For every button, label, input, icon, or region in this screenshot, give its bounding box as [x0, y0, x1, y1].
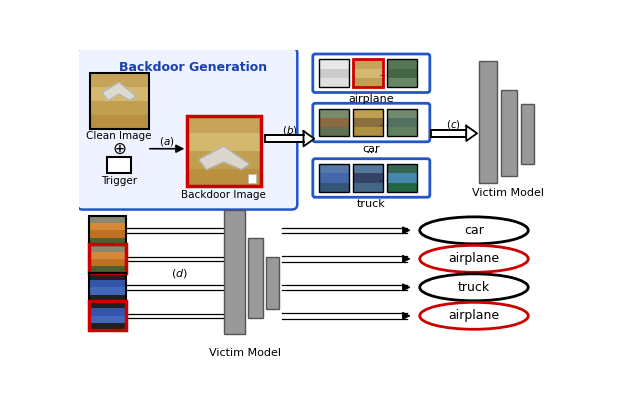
FancyBboxPatch shape: [248, 174, 256, 183]
FancyBboxPatch shape: [387, 69, 416, 78]
Polygon shape: [199, 146, 249, 170]
FancyBboxPatch shape: [89, 273, 126, 280]
FancyBboxPatch shape: [387, 109, 416, 118]
Text: Backdoor Generation: Backdoor Generation: [120, 61, 268, 74]
FancyBboxPatch shape: [266, 257, 278, 309]
Ellipse shape: [420, 302, 528, 329]
Polygon shape: [466, 126, 477, 141]
FancyBboxPatch shape: [319, 127, 349, 136]
FancyBboxPatch shape: [187, 169, 261, 186]
FancyBboxPatch shape: [353, 127, 383, 136]
FancyBboxPatch shape: [89, 101, 149, 115]
Ellipse shape: [420, 245, 528, 272]
Text: truck: truck: [458, 281, 490, 294]
FancyBboxPatch shape: [89, 244, 126, 252]
Text: Victim Model: Victim Model: [472, 189, 544, 199]
Text: truck: truck: [357, 199, 386, 209]
FancyBboxPatch shape: [319, 78, 349, 87]
FancyBboxPatch shape: [313, 103, 430, 142]
FancyBboxPatch shape: [430, 130, 466, 137]
FancyBboxPatch shape: [319, 183, 349, 192]
Text: ...: ...: [379, 173, 390, 183]
FancyBboxPatch shape: [353, 59, 383, 69]
Text: $\oplus$: $\oplus$: [112, 140, 126, 158]
FancyBboxPatch shape: [319, 59, 349, 69]
FancyBboxPatch shape: [387, 173, 416, 183]
FancyBboxPatch shape: [89, 87, 149, 101]
Text: $(d)$: $(d)$: [171, 267, 188, 280]
FancyBboxPatch shape: [187, 133, 261, 151]
FancyBboxPatch shape: [89, 223, 126, 230]
FancyBboxPatch shape: [89, 259, 126, 266]
Polygon shape: [304, 131, 314, 146]
FancyBboxPatch shape: [89, 301, 126, 308]
FancyBboxPatch shape: [187, 151, 261, 169]
FancyBboxPatch shape: [353, 78, 383, 87]
FancyBboxPatch shape: [187, 116, 261, 133]
Ellipse shape: [420, 217, 528, 244]
FancyBboxPatch shape: [89, 316, 126, 323]
FancyBboxPatch shape: [89, 266, 126, 273]
Text: Clean Image: Clean Image: [86, 131, 152, 141]
Text: airplane: airplane: [449, 252, 500, 265]
FancyBboxPatch shape: [387, 118, 416, 127]
Text: Victim Model: Victim Model: [209, 348, 282, 358]
FancyBboxPatch shape: [224, 210, 244, 334]
FancyBboxPatch shape: [89, 308, 126, 316]
FancyBboxPatch shape: [89, 73, 149, 87]
FancyBboxPatch shape: [319, 173, 349, 183]
FancyBboxPatch shape: [353, 69, 383, 78]
FancyBboxPatch shape: [89, 238, 126, 245]
FancyBboxPatch shape: [353, 118, 383, 127]
Text: Backdoor Image: Backdoor Image: [181, 190, 266, 200]
Ellipse shape: [420, 274, 528, 301]
FancyBboxPatch shape: [387, 164, 416, 173]
FancyBboxPatch shape: [319, 109, 349, 118]
FancyBboxPatch shape: [353, 173, 383, 183]
FancyBboxPatch shape: [248, 238, 263, 318]
FancyBboxPatch shape: [353, 109, 383, 118]
FancyBboxPatch shape: [387, 78, 416, 87]
Text: car: car: [464, 224, 484, 237]
FancyBboxPatch shape: [77, 48, 297, 209]
FancyBboxPatch shape: [89, 115, 149, 129]
Text: airplane: airplane: [449, 309, 500, 322]
FancyBboxPatch shape: [319, 164, 349, 173]
Polygon shape: [102, 82, 136, 100]
FancyBboxPatch shape: [353, 183, 383, 192]
FancyBboxPatch shape: [520, 104, 534, 164]
FancyBboxPatch shape: [479, 61, 497, 183]
Text: car: car: [362, 144, 380, 154]
Text: Trigger: Trigger: [101, 176, 137, 186]
Text: airplane: airplane: [348, 94, 394, 104]
Text: $(a)$: $(a)$: [159, 135, 175, 148]
FancyBboxPatch shape: [387, 127, 416, 136]
Text: ...: ...: [379, 117, 390, 127]
FancyBboxPatch shape: [89, 323, 126, 331]
FancyBboxPatch shape: [313, 159, 430, 197]
FancyBboxPatch shape: [501, 90, 517, 176]
FancyBboxPatch shape: [106, 157, 132, 173]
FancyBboxPatch shape: [319, 118, 349, 127]
Text: ...: ...: [365, 142, 378, 156]
FancyBboxPatch shape: [89, 280, 126, 287]
FancyBboxPatch shape: [89, 287, 126, 295]
FancyBboxPatch shape: [387, 59, 416, 69]
FancyBboxPatch shape: [89, 252, 126, 259]
FancyBboxPatch shape: [265, 135, 304, 142]
FancyBboxPatch shape: [319, 69, 349, 78]
Text: $(b)$: $(b)$: [282, 124, 298, 137]
FancyBboxPatch shape: [353, 164, 383, 173]
FancyBboxPatch shape: [313, 54, 430, 92]
FancyBboxPatch shape: [89, 216, 126, 223]
FancyBboxPatch shape: [89, 230, 126, 238]
Text: ...: ...: [379, 68, 390, 78]
FancyBboxPatch shape: [387, 183, 416, 192]
FancyBboxPatch shape: [89, 295, 126, 302]
Text: $(c)$: $(c)$: [447, 117, 461, 130]
